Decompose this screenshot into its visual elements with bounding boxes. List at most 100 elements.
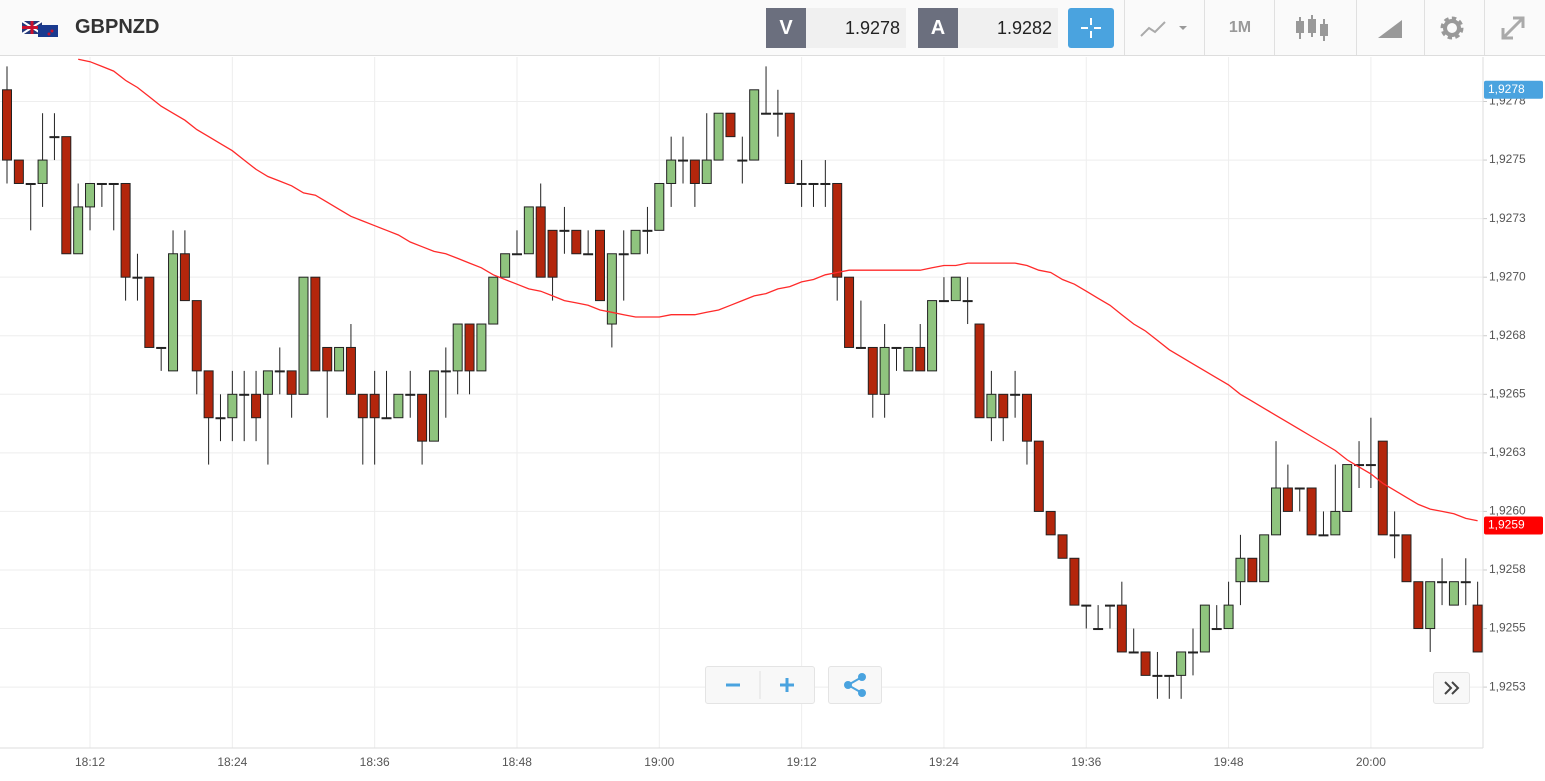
candle-body bbox=[488, 276, 499, 325]
candle-body bbox=[500, 253, 511, 278]
candle-body bbox=[1081, 604, 1092, 607]
x-tick-label: 20:00 bbox=[1356, 755, 1386, 769]
candle-body bbox=[251, 393, 262, 419]
candle-body bbox=[1104, 604, 1115, 607]
candle-body bbox=[998, 393, 1009, 419]
y-tick-label: 1,9255 bbox=[1489, 621, 1526, 635]
candle-body bbox=[1235, 557, 1246, 583]
candle-body bbox=[464, 323, 475, 372]
x-tick-label: 19:12 bbox=[787, 755, 817, 769]
scroll-right-button[interactable] bbox=[1433, 672, 1470, 704]
candle-body bbox=[1247, 557, 1258, 583]
candle-body bbox=[476, 323, 487, 372]
separator bbox=[1484, 0, 1485, 55]
candle-body bbox=[891, 346, 902, 349]
candle-body bbox=[879, 346, 890, 395]
candle-body bbox=[13, 159, 24, 184]
candle-body bbox=[120, 182, 131, 278]
zoom-controls bbox=[705, 666, 815, 704]
candle-body bbox=[618, 253, 629, 256]
candle-body bbox=[1460, 581, 1471, 584]
candle-button[interactable] bbox=[1285, 0, 1345, 55]
separator bbox=[1356, 0, 1357, 55]
candle-body bbox=[927, 300, 938, 372]
candle-body bbox=[144, 276, 155, 348]
candle-body bbox=[630, 229, 641, 255]
toolbar: GBPNZD V 1.9278 A 1.9282 1M bbox=[0, 0, 1545, 56]
candle-body bbox=[1010, 393, 1021, 396]
candle-body bbox=[1093, 628, 1104, 631]
candle-body bbox=[511, 253, 522, 256]
candle-body bbox=[1330, 510, 1341, 536]
candle-body bbox=[713, 112, 724, 161]
candle-body bbox=[1472, 604, 1483, 653]
candle-body bbox=[96, 182, 107, 185]
candle-body bbox=[357, 393, 368, 419]
candle-body bbox=[808, 182, 819, 185]
separator bbox=[1274, 0, 1275, 55]
candle-body bbox=[227, 393, 238, 419]
chevrons-icon bbox=[1444, 681, 1460, 695]
bid-label[interactable]: V bbox=[766, 8, 806, 48]
drawing-button[interactable] bbox=[1365, 0, 1415, 55]
fullscreen-button[interactable] bbox=[1493, 0, 1533, 55]
chart-type-button[interactable] bbox=[1135, 0, 1195, 55]
candle-body bbox=[37, 159, 48, 184]
candle-body bbox=[772, 112, 783, 115]
expand-icon bbox=[1501, 16, 1525, 39]
y-tick-label: 1,9253 bbox=[1489, 679, 1526, 693]
candle-body bbox=[844, 276, 855, 348]
candle-body bbox=[535, 206, 546, 278]
candle-body bbox=[962, 300, 973, 303]
zoom-icons bbox=[726, 671, 794, 699]
candle-body bbox=[203, 370, 214, 419]
candle-body bbox=[666, 159, 677, 184]
candle-body bbox=[428, 370, 439, 442]
candle-body bbox=[1425, 581, 1436, 630]
candle-body bbox=[156, 346, 167, 349]
price-label: 1,9278 bbox=[1488, 82, 1525, 96]
settings-button[interactable] bbox=[1432, 0, 1472, 55]
price-label-box bbox=[1484, 80, 1543, 99]
crosshair-button[interactable] bbox=[1068, 8, 1114, 48]
candle-body bbox=[1116, 604, 1127, 653]
candle-body bbox=[701, 159, 712, 184]
candle-body bbox=[85, 182, 96, 208]
candle-body bbox=[49, 136, 60, 139]
candle-body bbox=[108, 182, 119, 185]
candle-body bbox=[262, 370, 273, 395]
candle-body bbox=[915, 346, 926, 372]
separator bbox=[1124, 0, 1125, 55]
share-button[interactable] bbox=[828, 666, 882, 704]
price-label-box bbox=[1484, 516, 1543, 535]
candle-body bbox=[832, 182, 843, 278]
crosshair-icon bbox=[1081, 18, 1101, 38]
ask-label[interactable]: A bbox=[918, 8, 958, 48]
candle-body bbox=[25, 182, 36, 185]
candle-body bbox=[1164, 674, 1175, 677]
y-tick-label: 1,9275 bbox=[1489, 152, 1526, 166]
candle-body bbox=[452, 323, 463, 372]
candle-body bbox=[749, 89, 760, 161]
candle-body bbox=[689, 159, 700, 184]
candle-body bbox=[595, 229, 605, 302]
y-tick-label: 1,9270 bbox=[1489, 269, 1526, 283]
candle-body bbox=[938, 300, 949, 303]
candle-body bbox=[322, 346, 333, 372]
candle-body bbox=[179, 253, 190, 302]
candle-body bbox=[974, 323, 985, 419]
share-icon bbox=[844, 673, 866, 697]
candle-body bbox=[417, 393, 428, 442]
candle-body bbox=[796, 182, 807, 185]
timeframe[interactable]: 1M bbox=[1228, 18, 1252, 36]
x-tick-label: 19:00 bbox=[644, 755, 674, 769]
candle-body bbox=[2, 89, 12, 161]
candle-body bbox=[1271, 487, 1282, 536]
candle-body bbox=[903, 346, 914, 372]
candle-body bbox=[298, 276, 309, 395]
candle-body bbox=[654, 182, 665, 231]
candle-body bbox=[1401, 534, 1412, 583]
y-tick-label: 1,9263 bbox=[1489, 445, 1526, 459]
x-tick-label: 18:12 bbox=[75, 755, 105, 769]
